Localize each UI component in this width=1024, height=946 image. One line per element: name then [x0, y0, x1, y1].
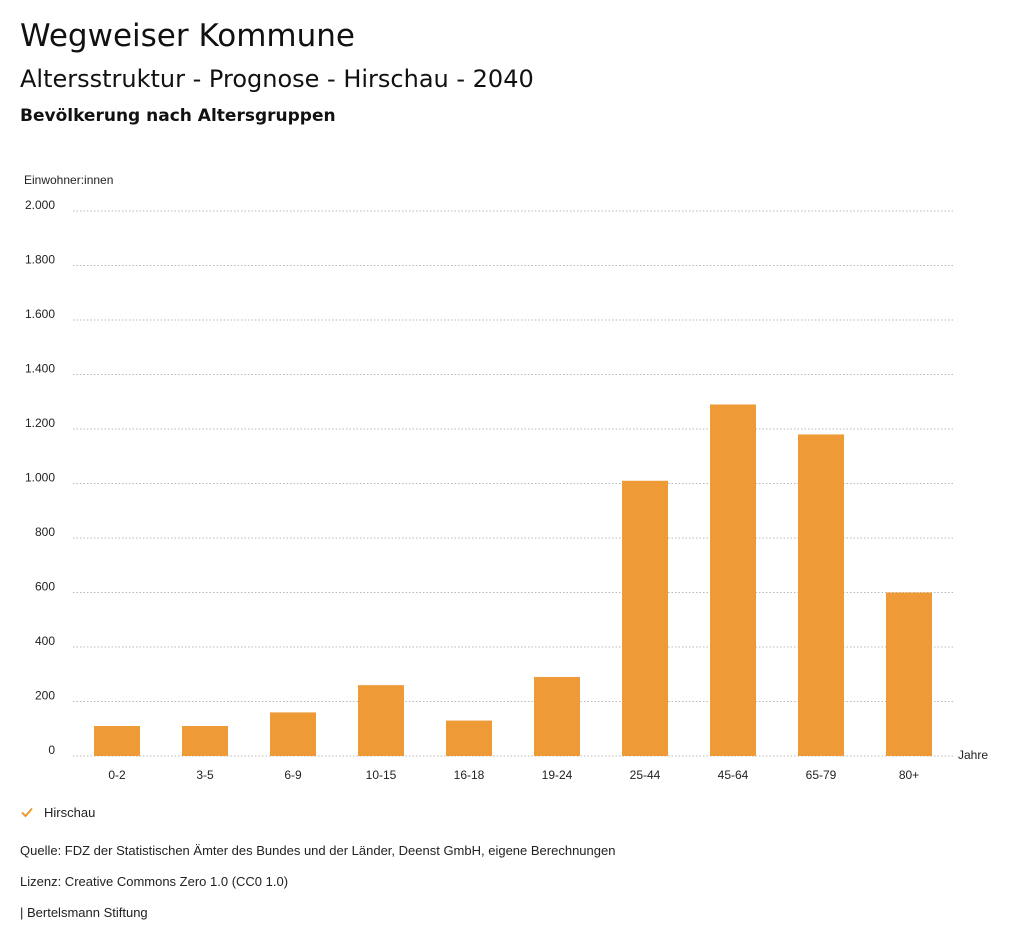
chart-subtitle: Altersstruktur - Prognose - Hirschau - 2… [20, 65, 534, 93]
x-tick-label: 80+ [899, 768, 919, 782]
x-axis-ticks: 0-2 3-5 6-9 10-15 16-18 19-24 25-44 45-64 65-79 8… [108, 768, 919, 782]
y-tick-label: 1.800 [25, 253, 55, 267]
bar-45-64[interactable] [710, 404, 756, 756]
check-icon [21, 807, 33, 818]
source-note: Quelle: FDZ der Statistischen Ämter des … [20, 843, 616, 858]
x-tick-label: 6-9 [284, 768, 302, 782]
y-tick-label: 600 [35, 580, 55, 594]
bar-25-44[interactable] [622, 480, 668, 756]
x-tick-label: 45-64 [718, 768, 749, 782]
publisher-note: | Bertelsmann Stiftung [20, 905, 148, 920]
y-tick-label: 1.600 [25, 307, 55, 321]
bars [94, 404, 932, 756]
x-tick-label: 16-18 [454, 768, 485, 782]
bar-0-2[interactable] [94, 726, 140, 756]
chart-subheading: Bevölkerung nach Altersgruppen [20, 106, 336, 126]
bar-19-24[interactable] [534, 676, 580, 756]
bar-10-15[interactable] [358, 685, 404, 756]
x-tick-label: 19-24 [542, 768, 573, 782]
y-tick-label: 0 [48, 743, 55, 757]
x-tick-label: 3-5 [196, 768, 214, 782]
page-title: Wegweiser Kommune [20, 18, 355, 54]
y-axis-label: Einwohner:innen [24, 173, 113, 187]
x-tick-label: 65-79 [806, 768, 837, 782]
legend-label: Hirschau [44, 804, 96, 820]
x-tick-label: 25-44 [630, 768, 661, 782]
bar-80+[interactable] [886, 592, 932, 757]
license-note: Lizenz: Creative Commons Zero 1.0 (CC0 1… [20, 874, 289, 889]
bar-16-18[interactable] [446, 720, 492, 756]
y-axis-ticks: 0 200 400 600 800 1.000 1.200 1.400 1.600 1.800 2.… [25, 198, 55, 757]
y-tick-label: 400 [35, 634, 55, 648]
x-tick-label: 0-2 [108, 768, 126, 782]
bar-chart: Einwohner:innen 0 200 400 600 800 1.000 1.200 1… [24, 173, 988, 782]
x-tick-label: 10-15 [366, 768, 397, 782]
y-tick-label: 1.000 [25, 471, 55, 485]
y-tick-label: 1.400 [25, 362, 55, 376]
bar-3-5[interactable] [182, 726, 228, 756]
y-tick-label: 800 [35, 525, 55, 539]
y-tick-label: 2.000 [25, 198, 55, 212]
y-tick-label: 200 [35, 689, 55, 703]
bar-65-79[interactable] [798, 434, 844, 756]
y-tick-label: 1.200 [25, 416, 55, 430]
x-axis-label: Jahre [958, 748, 988, 762]
bar-6-9[interactable] [270, 712, 316, 756]
legend[interactable]: Hirschau [20, 802, 95, 822]
